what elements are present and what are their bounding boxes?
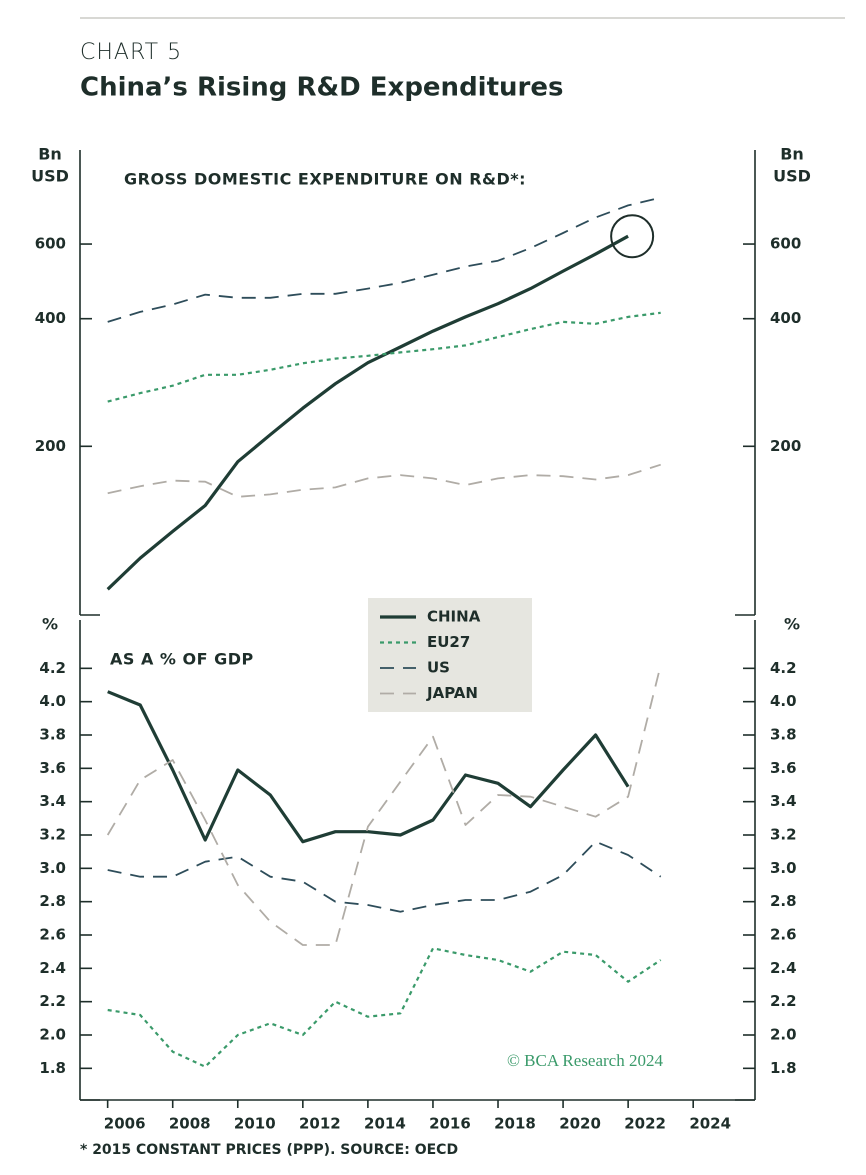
y-axis-label: % (784, 615, 800, 634)
y-tick-label: 600 (770, 235, 801, 253)
series-line (107, 463, 661, 498)
x-tick-label: 2012 (299, 1115, 341, 1133)
y-tick-label: 2.8 (39, 892, 66, 910)
y-tick-label: 4.2 (39, 659, 66, 677)
y-tick-label: 3.6 (770, 759, 797, 777)
y-tick-label: 3.0 (770, 859, 797, 877)
y-tick-label: 1.8 (39, 1059, 66, 1077)
y-tick-label: 2.2 (770, 992, 797, 1010)
y-tick-label: 2.0 (39, 1026, 66, 1044)
y-tick-label: 3.0 (39, 859, 66, 877)
x-tick-label: 2020 (559, 1115, 601, 1133)
x-tick-label: 2016 (429, 1115, 471, 1133)
series-line (107, 311, 661, 403)
chart-label: CHART 5 (80, 40, 182, 65)
x-tick-label: 2008 (169, 1115, 211, 1133)
y-tick-label: 200 (35, 437, 66, 455)
panel-subtitle: GROSS DOMESTIC EXPENDITURE ON R&D*: (124, 170, 526, 189)
y-tick-label: 2.6 (39, 926, 66, 944)
y-tick-label: 200 (770, 437, 801, 455)
y-axis-label: Bn (780, 145, 804, 164)
y-tick-label: 2.0 (770, 1026, 797, 1044)
y-axis-label: USD (31, 167, 69, 186)
series-line (107, 840, 662, 913)
y-tick-label: 4.2 (770, 659, 797, 677)
y-tick-label: 2.4 (770, 959, 797, 977)
y-tick-label: 3.8 (770, 726, 797, 744)
series-line (106, 234, 629, 591)
y-axis-label: USD (773, 167, 811, 186)
y-tick-label: 2.2 (39, 992, 66, 1010)
y-tick-label: 3.2 (770, 826, 797, 844)
panel-subtitle: AS A % OF GDP (110, 650, 254, 669)
series-line (107, 196, 661, 323)
y-tick-label: 3.4 (39, 792, 66, 810)
series-line (106, 664, 662, 946)
y-tick-label: 600 (35, 235, 66, 253)
legend-label: US (427, 659, 450, 677)
y-axis-label: % (42, 615, 58, 634)
y-axis-label: Bn (38, 145, 62, 164)
series-line (107, 947, 662, 1068)
x-tick-label: 2018 (494, 1115, 536, 1133)
series-line (107, 690, 630, 844)
y-tick-label: 3.2 (39, 826, 66, 844)
watermark: © BCA Research 2024 (507, 1051, 663, 1070)
legend-label: EU27 (427, 633, 470, 651)
footnote: * 2015 CONSTANT PRICES (PPP). SOURCE: OE… (80, 1142, 458, 1158)
y-tick-label: 2.4 (39, 959, 66, 977)
y-tick-label: 3.8 (39, 726, 66, 744)
x-tick-label: 2014 (364, 1115, 406, 1133)
y-tick-label: 4.0 (39, 692, 66, 710)
y-tick-label: 3.4 (770, 792, 797, 810)
x-tick-label: 2010 (234, 1115, 276, 1133)
x-tick-label: 2006 (104, 1115, 146, 1133)
chart-title: China’s Rising R&D Expenditures (80, 73, 563, 103)
y-tick-label: 2.8 (770, 892, 797, 910)
y-tick-label: 1.8 (770, 1059, 797, 1077)
y-tick-label: 3.6 (39, 759, 66, 777)
y-tick-label: 2.6 (770, 926, 797, 944)
highlight-circle (610, 214, 655, 259)
legend-label: JAPAN (426, 684, 478, 702)
x-tick-label: 2024 (689, 1115, 731, 1133)
y-tick-label: 4.0 (770, 692, 797, 710)
y-tick-label: 400 (770, 309, 801, 327)
y-tick-label: 400 (35, 309, 66, 327)
legend-label: CHINA (427, 608, 481, 626)
x-tick-label: 2022 (624, 1115, 666, 1133)
